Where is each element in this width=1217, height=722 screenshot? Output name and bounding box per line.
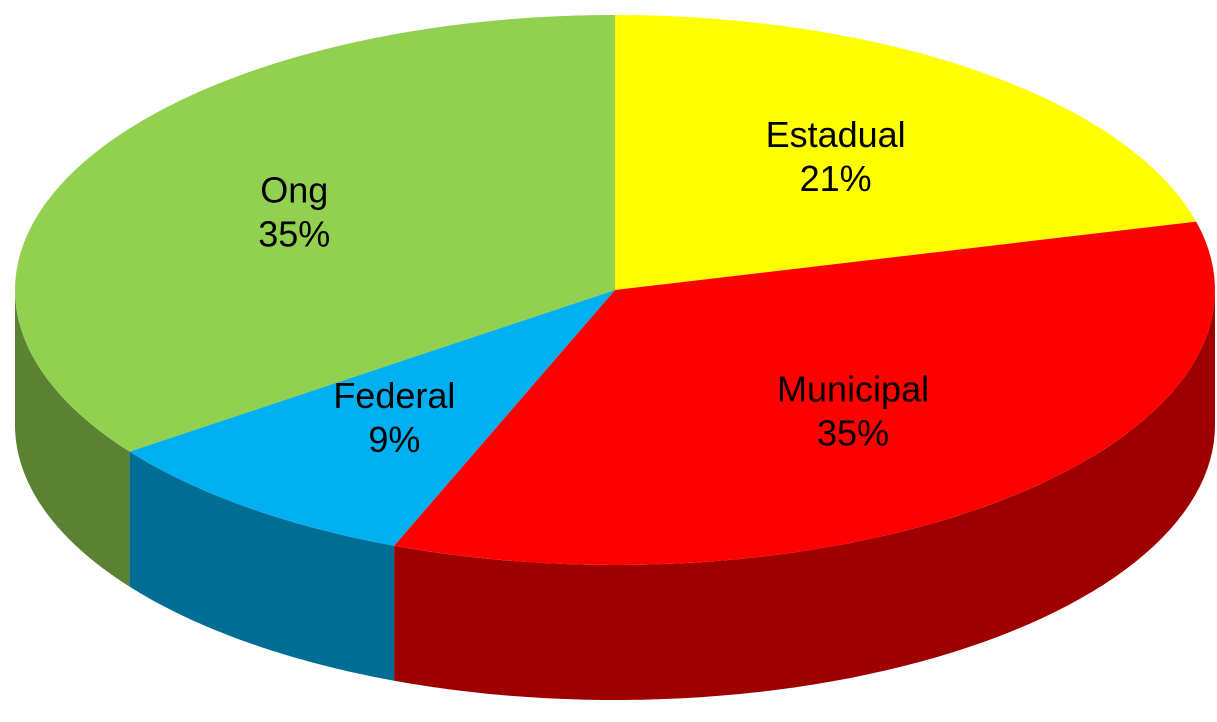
slice <box>615 15 1197 290</box>
slice-side <box>394 290 1216 700</box>
slice-value-label: 9% <box>368 419 420 460</box>
slice-category-label: Estadual <box>766 114 906 155</box>
slice-category-label: Ong <box>260 170 328 211</box>
slice-category-label: Municipal <box>777 368 929 409</box>
slice-side <box>129 451 395 681</box>
slice-side <box>15 290 130 587</box>
slice-category-label: Federal <box>333 375 455 416</box>
slice-value-label: 35% <box>817 412 889 453</box>
slice <box>394 221 1215 565</box>
slice-value-label: 35% <box>258 214 330 255</box>
slice <box>15 15 615 452</box>
slice <box>129 290 616 546</box>
slice-value-label: 21% <box>800 158 872 199</box>
